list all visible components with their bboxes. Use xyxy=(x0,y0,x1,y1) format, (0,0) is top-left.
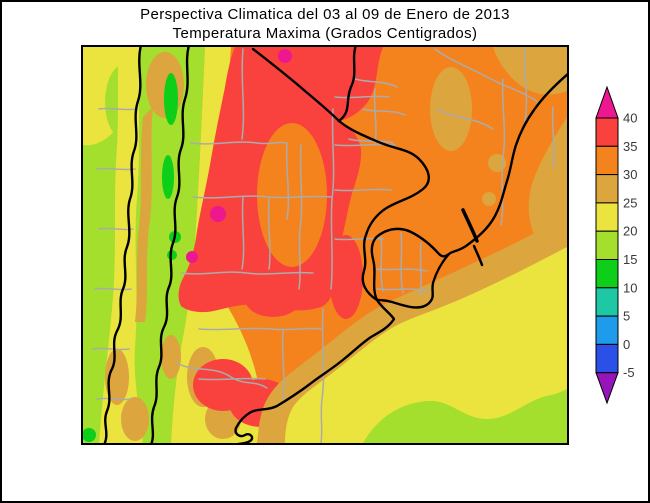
legend-seg-25-30 xyxy=(595,174,619,204)
title-line-1: Perspectiva Climatica del 03 al 09 de En… xyxy=(140,6,510,23)
legend-tick-0: 0 xyxy=(623,337,630,352)
legend-seg-20-25 xyxy=(595,202,619,232)
hotspot-center xyxy=(210,206,226,222)
title-line-2: Temperatura Maxima (Grados Centigrados) xyxy=(172,25,478,42)
map-canvas xyxy=(81,45,569,445)
temperature-map xyxy=(83,47,567,443)
legend-tick-20: 20 xyxy=(623,224,637,239)
legend-seg-5-10 xyxy=(595,287,619,317)
chile-coastline xyxy=(103,47,142,443)
field-orange-chaco xyxy=(257,123,327,267)
country-borders xyxy=(103,47,567,443)
legend-tick-15: 15 xyxy=(623,252,637,267)
field-yellow-valley xyxy=(99,47,143,443)
legend-tick-25: 25 xyxy=(623,195,637,210)
pilcomayo-border xyxy=(251,47,341,123)
legend-seg-0-5 xyxy=(595,315,619,345)
province-borders xyxy=(92,48,555,443)
hotspot-west xyxy=(186,251,198,263)
paraguay-river-border xyxy=(337,47,357,123)
legend-bar: 40 35 30 25 20 15 10 5 0 -5 xyxy=(595,85,637,405)
legend-seg-30-35 xyxy=(595,145,619,176)
field-tan-andes xyxy=(105,52,184,441)
argentina-chile-border xyxy=(150,47,190,443)
legend-tick-35: 35 xyxy=(623,139,637,154)
color-scale-legend: 40 35 30 25 20 15 10 5 0 -5 xyxy=(588,85,648,408)
legend-seg-neg5-0 xyxy=(595,343,619,374)
field-yellow-east xyxy=(171,47,260,443)
parana-misiones-uruguay-river xyxy=(337,119,430,302)
hotspot-north xyxy=(278,49,292,63)
atlantic-coast-south xyxy=(234,298,396,443)
legend-tick-neg5: -5 xyxy=(623,365,635,380)
legend-seg-35-40 xyxy=(595,117,619,147)
field-green-andes xyxy=(83,73,181,442)
field-lime-se xyxy=(363,389,567,443)
legend-arrow-top xyxy=(595,85,619,119)
legend-seg-15-20 xyxy=(595,230,619,260)
legend-tick-5: 5 xyxy=(623,309,630,324)
field-yellow-se xyxy=(285,247,567,443)
coastal-lagoon-1 xyxy=(461,208,479,243)
figure-title: Perspectiva Climatica del 03 al 09 de En… xyxy=(2,5,648,43)
legend-tick-40: 40 xyxy=(623,111,637,126)
field-tan-se-band xyxy=(258,219,567,443)
uruguay-north-border xyxy=(370,227,451,302)
hotspots-over-40 xyxy=(186,49,292,263)
legend-seg-10-15 xyxy=(595,259,619,289)
legend-tick-10: 10 xyxy=(623,280,637,295)
coastal-lagoon-2 xyxy=(472,244,484,267)
legend-tick-30: 30 xyxy=(623,167,637,182)
legend-arrow-bottom xyxy=(595,372,619,405)
atlantic-coast-north xyxy=(375,73,567,309)
